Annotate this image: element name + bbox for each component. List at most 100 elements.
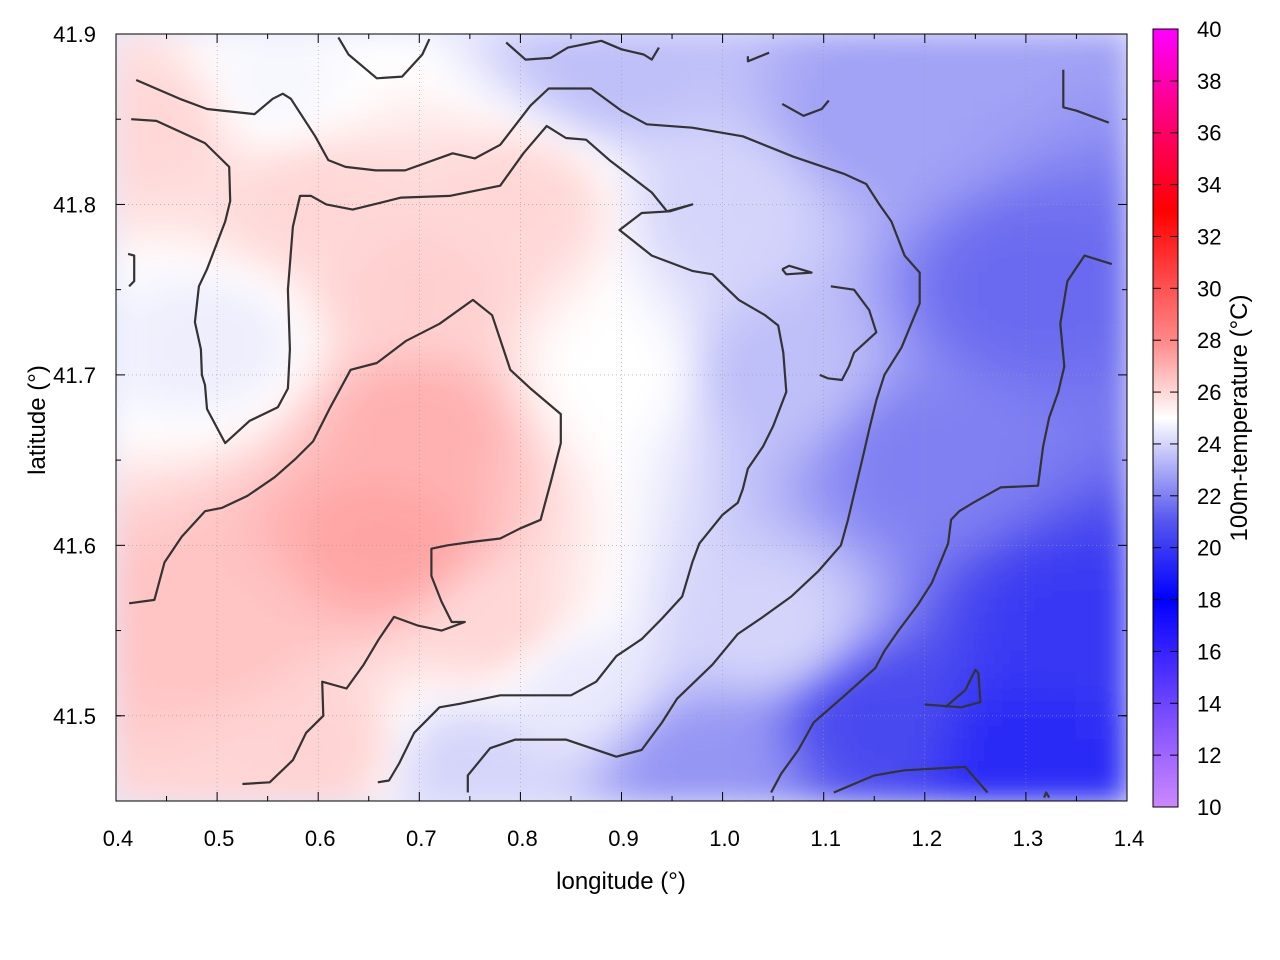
heatmap-cell — [797, 374, 825, 397]
heatmap-cell — [570, 651, 597, 674]
heatmap-cell — [469, 97, 496, 120]
colorbar-tick-label: 12 — [1197, 743, 1221, 768]
heatmap-cell — [342, 587, 370, 610]
heatmap-cell — [342, 693, 370, 717]
heatmap-cell — [216, 630, 243, 653]
heatmap-cell — [267, 693, 294, 717]
heatmap-cell — [418, 651, 446, 674]
heatmap-cell — [216, 459, 243, 482]
heatmap-cell — [140, 438, 168, 461]
heatmap-cell — [292, 693, 319, 717]
heatmap-cell — [671, 672, 698, 695]
heatmap-cell — [393, 395, 420, 418]
heatmap-cell — [722, 203, 749, 227]
heatmap-cell — [292, 331, 319, 355]
heatmap-cell — [595, 630, 622, 653]
heatmap-cell — [1025, 267, 1052, 291]
heatmap-cell — [494, 438, 521, 461]
heatmap-cell — [974, 395, 1002, 418]
heatmap-cell — [595, 374, 622, 397]
heatmap-cell — [519, 76, 547, 99]
contour-line — [337, 36, 431, 80]
heatmap-cell — [368, 246, 395, 269]
heatmap-cell — [418, 97, 446, 120]
heatmap-cell — [595, 353, 622, 376]
heatmap-cell — [924, 34, 951, 56]
heatmap-cell — [696, 225, 724, 248]
heatmap-cell — [267, 757, 294, 781]
heatmap-cell — [267, 502, 294, 525]
heatmap-cell — [191, 118, 218, 142]
heatmap-cell — [1050, 672, 1077, 695]
heatmap-cell — [1050, 331, 1077, 355]
heatmap-cell — [823, 672, 850, 695]
heatmap-cell — [116, 161, 142, 184]
heatmap-cell — [216, 672, 243, 695]
heatmap-cell — [191, 693, 218, 717]
heatmap-cell — [722, 736, 749, 759]
heatmap-cell — [116, 523, 142, 546]
heatmap-cell — [519, 417, 547, 440]
heatmap-cell — [292, 566, 319, 589]
heatmap-cell — [949, 736, 976, 759]
heatmap-cell — [1000, 736, 1027, 759]
heatmap-cell — [1025, 736, 1052, 759]
heatmap-cell — [216, 566, 243, 589]
heatmap-cell — [494, 140, 521, 163]
contour-line — [128, 298, 562, 786]
colorbar-title: 100m-temperature (°C) — [1226, 294, 1253, 541]
heatmap-cell — [570, 672, 597, 695]
heatmap-cell — [494, 182, 521, 205]
heatmap-cell — [570, 630, 597, 653]
heatmap-cell — [494, 267, 521, 291]
heatmap-cell — [292, 736, 319, 759]
contour-line — [781, 264, 813, 276]
heatmap-cell — [646, 203, 673, 227]
heatmap-cell — [140, 715, 168, 738]
heatmap-cell — [899, 630, 926, 653]
heatmap-cell — [519, 374, 547, 397]
heatmap-cell — [1075, 779, 1103, 801]
heatmap-cell — [797, 757, 825, 781]
heatmap-cell — [696, 76, 724, 99]
heatmap-cell — [671, 693, 698, 717]
heatmap-cell — [444, 587, 471, 610]
heatmap-cell — [949, 417, 976, 440]
heatmap-cell — [545, 54, 572, 78]
heatmap-cell — [899, 182, 926, 205]
heatmap-cell — [621, 523, 648, 546]
heatmap-cell — [140, 97, 168, 120]
heatmap-cell — [974, 331, 1002, 355]
heatmap-cell — [1075, 672, 1103, 695]
heatmap-cell — [1050, 630, 1077, 653]
heatmap-cell — [696, 502, 724, 525]
heatmap-cell — [116, 480, 142, 504]
heatmap-cell — [570, 203, 597, 227]
heatmap-cell — [140, 54, 168, 78]
heatmap-cell — [519, 438, 547, 461]
heatmap-cell — [974, 757, 1002, 781]
heatmap-cell — [873, 76, 901, 99]
heatmap-cell — [671, 267, 698, 291]
heatmap-cell — [368, 118, 395, 142]
heatmap-cell — [873, 779, 901, 801]
heatmap-cell — [823, 54, 850, 78]
heatmap-cell — [267, 608, 294, 632]
heatmap-cell — [595, 140, 622, 163]
heatmap-cell — [722, 161, 749, 184]
contour-line — [127, 252, 136, 288]
heatmap-cell — [545, 608, 572, 632]
heatmap-cell — [418, 54, 446, 78]
heatmap-cell — [368, 757, 395, 781]
heatmap-cell — [469, 417, 496, 440]
heatmap-cell — [292, 54, 319, 78]
heatmap-cell — [621, 608, 648, 632]
heatmap-cell — [166, 182, 193, 205]
heatmap-cell — [696, 97, 724, 120]
heatmap-cell — [519, 267, 547, 291]
heatmap-cell — [772, 566, 799, 589]
heatmap-cell — [570, 331, 597, 355]
heatmap-cell — [418, 779, 446, 801]
heatmap-cell — [671, 118, 698, 142]
heatmap-cell — [494, 310, 521, 333]
